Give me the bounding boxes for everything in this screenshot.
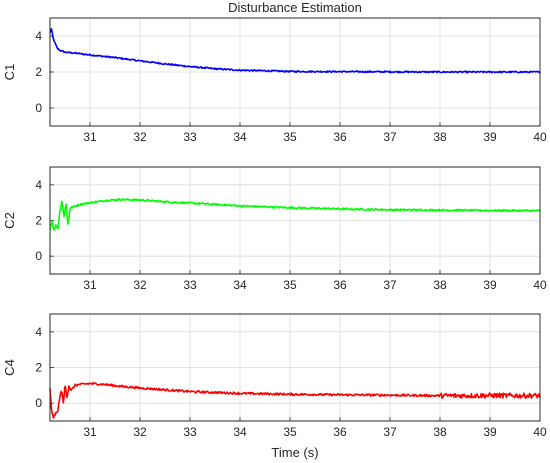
x-tick-label: 38 xyxy=(433,425,447,439)
y-tick-label: 2 xyxy=(35,65,42,79)
series-line-c1 xyxy=(49,28,541,74)
x-tick-label: 33 xyxy=(183,425,197,439)
y-tick-label: 4 xyxy=(35,325,42,339)
y-axis-label: C1 xyxy=(2,64,17,81)
x-tick-label: 33 xyxy=(183,278,197,292)
x-tick-label: 31 xyxy=(83,130,97,144)
x-tick-label: 37 xyxy=(383,130,397,144)
y-tick-label: 2 xyxy=(35,361,42,375)
x-tick-label: 34 xyxy=(233,130,247,144)
x-tick-label: 39 xyxy=(483,130,497,144)
x-tick-label: 33 xyxy=(183,130,197,144)
x-tick-label: 36 xyxy=(333,130,347,144)
y-tick-label: 4 xyxy=(35,29,42,43)
x-tick-label: 31 xyxy=(83,425,97,439)
x-tick-label: 38 xyxy=(433,130,447,144)
x-tick-label: 38 xyxy=(433,278,447,292)
x-tick-label: 35 xyxy=(283,278,297,292)
x-tick-label: 37 xyxy=(383,278,397,292)
x-axis-label: Time (s) xyxy=(271,445,318,460)
y-axis-label: C2 xyxy=(2,212,17,229)
x-tick-label: 34 xyxy=(233,278,247,292)
series-line-c4 xyxy=(49,382,541,419)
y-tick-label: 2 xyxy=(35,214,42,228)
x-tick-label: 36 xyxy=(333,278,347,292)
x-tick-label: 35 xyxy=(283,130,297,144)
x-tick-label: 39 xyxy=(483,278,497,292)
x-tick-label: 32 xyxy=(133,425,147,439)
chart-title: Disturbance Estimation xyxy=(228,0,362,15)
x-tick-label: 40 xyxy=(533,278,547,292)
x-tick-label: 39 xyxy=(483,425,497,439)
x-tick-label: 36 xyxy=(333,425,347,439)
plot-border xyxy=(49,313,541,422)
x-tick-label: 40 xyxy=(533,130,547,144)
y-axis-label: C4 xyxy=(2,359,17,376)
x-tick-label: 40 xyxy=(533,425,547,439)
x-tick-label: 31 xyxy=(83,278,97,292)
subplot-2: 31 32 33 34 35 36 37 38 39 40 0 2 4 C2 xyxy=(2,166,547,292)
plot-border xyxy=(49,166,541,275)
y-tick-label: 0 xyxy=(35,396,42,410)
y-tick-label: 0 xyxy=(35,249,42,263)
x-tick-label: 34 xyxy=(233,425,247,439)
x-tick-label: 32 xyxy=(133,130,147,144)
subplot-3: 31 32 33 34 35 36 37 38 39 40 0 2 4 C4 xyxy=(2,313,547,439)
x-tick-label: 37 xyxy=(383,425,397,439)
y-tick-label: 4 xyxy=(35,178,42,192)
plot-border xyxy=(49,17,541,127)
series-line-c2 xyxy=(49,197,541,231)
subplot-1: 31 32 33 34 35 36 37 38 39 40 0 2 4 C1 xyxy=(2,17,547,144)
y-tick-label: 0 xyxy=(35,101,42,115)
x-tick-label: 35 xyxy=(283,425,297,439)
x-tick-label: 32 xyxy=(133,278,147,292)
